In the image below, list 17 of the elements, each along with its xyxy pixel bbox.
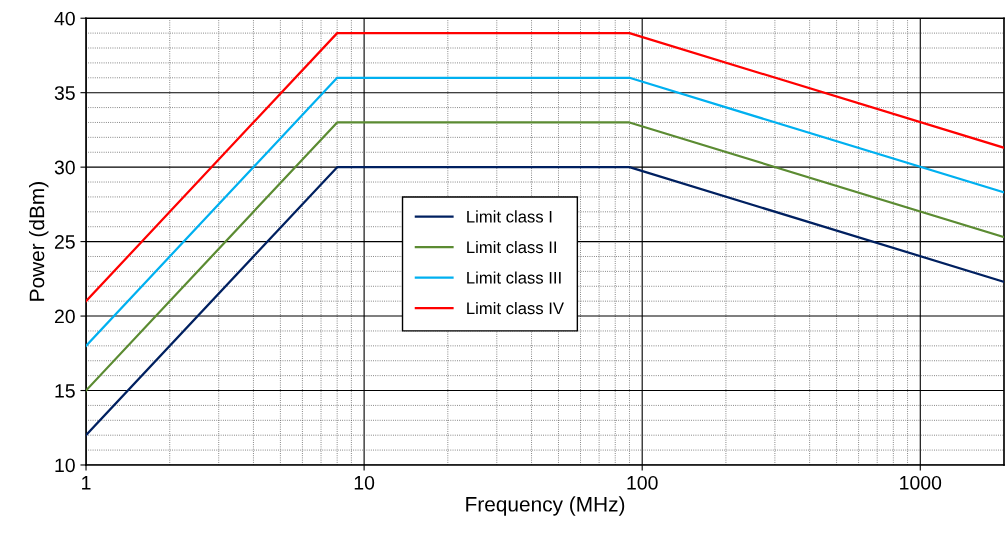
y-tick-label: 25 (54, 235, 75, 249)
y-tick-label: 30 (54, 160, 75, 175)
y-tick-label: 10 (55, 458, 75, 473)
x-tick-label: 100 (627, 475, 658, 490)
y-tick-label: 15 (55, 384, 75, 398)
y-tick-label: 20 (54, 309, 75, 324)
x-tick-label: 1000 (900, 475, 942, 490)
legend-label: Limit class II (467, 240, 556, 254)
y-axis-title: Power (dBm) (29, 182, 49, 301)
legend-label: Limit class I (467, 210, 552, 223)
y-tick-label: 35 (54, 86, 75, 100)
x-tick-label: 10 (354, 475, 375, 490)
x-axis-title: Frequency (MHz) (466, 496, 625, 516)
y-tick-label: 40 (54, 11, 75, 26)
legend-label: Limit class III (467, 271, 561, 284)
x-tick-label: 1 (82, 476, 91, 490)
legend-label: Limit class IV (467, 301, 564, 315)
